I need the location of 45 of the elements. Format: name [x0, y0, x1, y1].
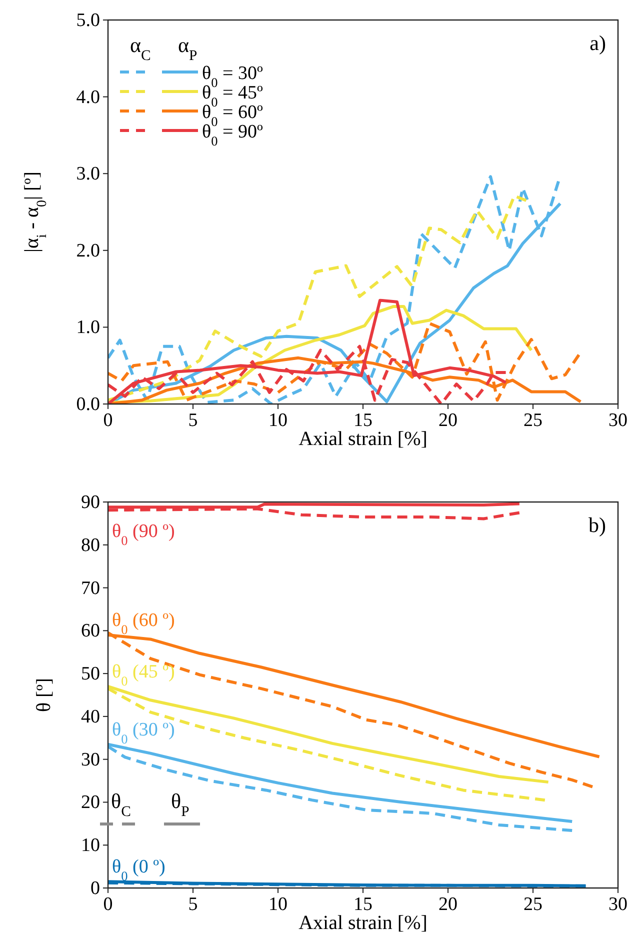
y-tick-label: 40	[81, 706, 100, 728]
y-tick-label: 30	[81, 749, 100, 770]
series-label: θ$_{0}$ (0 º)	[112, 856, 166, 884]
text: b)	[588, 513, 606, 537]
series-label: θ$_{0}$ (90 º)	[112, 521, 175, 548]
series-label: θ$_{0}$ (60 º)	[112, 610, 175, 636]
x-axis-title: Axial strain [%]	[298, 912, 428, 934]
series-label: θ$_{0}$ (45 º)	[112, 661, 175, 688]
y-tick-label: 5.0	[76, 10, 100, 31]
line-series	[108, 322, 580, 402]
y-tick-label: 20	[81, 792, 100, 814]
x-tick-label: 30	[608, 410, 628, 431]
x-tick-label: 5	[188, 410, 198, 431]
text: a)	[590, 31, 606, 55]
x-tick-label: 25	[524, 410, 542, 431]
y-tick-label: 10	[81, 835, 100, 856]
annotation: θ$_{P}$	[171, 789, 190, 820]
y-tick-label: 80	[81, 534, 100, 556]
x-tick-label: 30	[608, 894, 628, 915]
y-tick-label: 60	[81, 620, 100, 642]
x-tick-label: 15	[354, 410, 372, 431]
annotation: α$_{P}$	[178, 33, 198, 64]
y-tick-label: 0	[90, 878, 100, 899]
x-tick-label: 10	[268, 410, 288, 431]
annotation: α$_{C}$	[130, 33, 151, 64]
y-tick-label: 4.0	[76, 86, 100, 108]
annotation: θ$_{C}$	[111, 789, 131, 820]
x-tick-label: 25	[524, 894, 542, 915]
y-tick-label: 90	[81, 492, 100, 513]
series-label: θ$_{0}$ (30 º)	[112, 719, 175, 746]
x-tick-label: 0	[103, 410, 113, 431]
x-tick-label: 10	[268, 894, 288, 915]
x-tick-label: 0	[103, 894, 113, 915]
x-tick-label: 20	[438, 894, 458, 915]
y-tick-label: 3.0	[76, 164, 100, 185]
x-tick-label: 20	[438, 410, 458, 431]
y-tick-label: 70	[81, 578, 100, 599]
y-tick-label: 50	[81, 664, 100, 685]
y-tick-label: 1.0	[76, 317, 100, 338]
x-tick-label: 15	[354, 894, 372, 915]
y-tick-label: 2.0	[76, 240, 100, 262]
x-axis-title: Axial strain [%]	[298, 428, 428, 450]
y-axis-title: θ [º]	[33, 678, 55, 712]
x-tick-label: 5	[188, 894, 198, 915]
y-tick-label: 0.0	[76, 394, 100, 415]
